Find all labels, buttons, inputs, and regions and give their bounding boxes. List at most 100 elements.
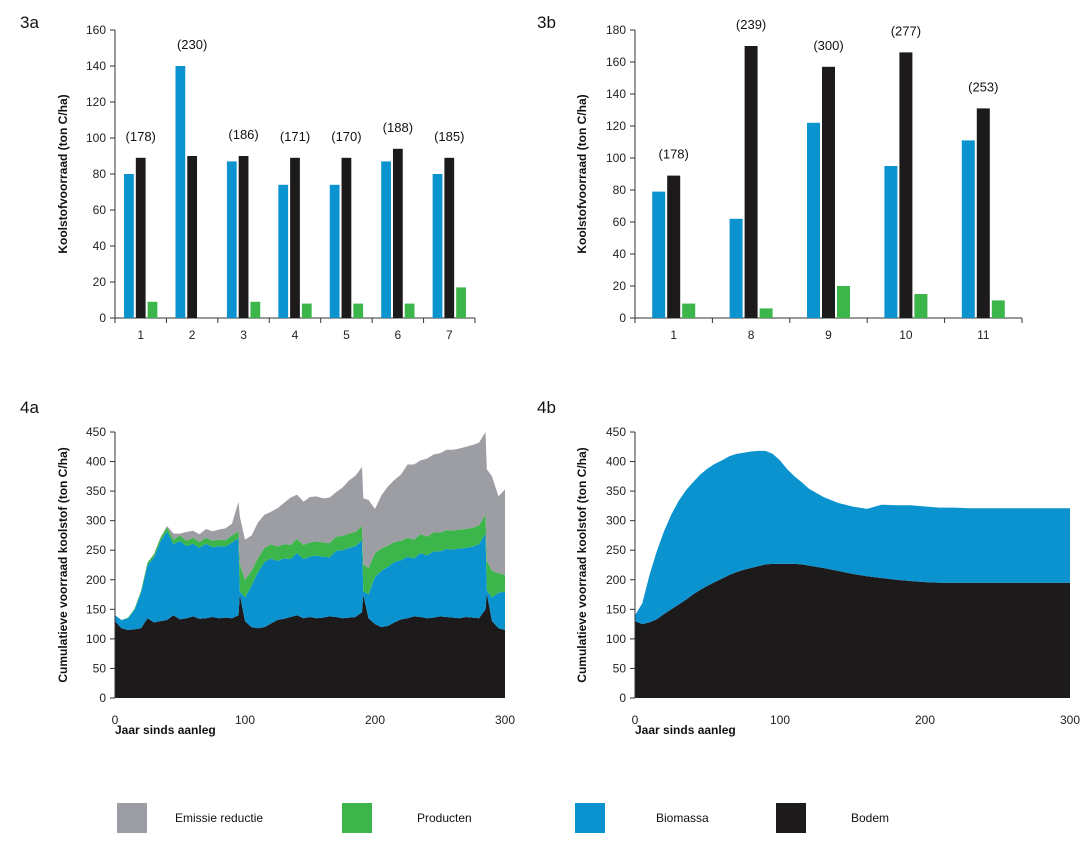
y-tick-label: 0 [99, 691, 106, 705]
total-label: (170) [331, 129, 361, 144]
bar-producten [353, 303, 364, 318]
panel-label: 3b [537, 13, 556, 32]
bar-biomassa [807, 122, 820, 318]
y-tick-label: 20 [613, 279, 627, 293]
y-tick-label: 60 [93, 203, 107, 217]
total-label: (185) [434, 129, 464, 144]
x-tick-label: 200 [365, 713, 385, 727]
x-tick-label: 300 [1060, 713, 1080, 727]
bar-biomassa [278, 184, 289, 318]
y-tick-label: 250 [86, 543, 106, 557]
y-tick-label: 120 [606, 119, 626, 133]
y-tick-label: 200 [86, 573, 106, 587]
legend-label: Bodem [851, 811, 889, 825]
y-tick-label: 160 [86, 23, 106, 37]
y-tick-label: 0 [619, 691, 626, 705]
x-tick-label: 3 [240, 328, 247, 342]
total-label: (188) [383, 120, 413, 135]
y-tick-label: 140 [86, 59, 106, 73]
x-tick-label: 0 [632, 713, 639, 727]
bar-producten [301, 303, 312, 318]
chart-3b: 0 20 40 60 80 100 120 140 160 180 Koolstofvoorraad… [537, 13, 1023, 342]
panel-label: 4a [20, 398, 39, 417]
area-emissie-reductie [115, 432, 505, 620]
bar-producten [991, 300, 1005, 318]
y-tick-label: 400 [86, 455, 106, 469]
y-axis-title: Cumulatieve voorraad koolstof (ton C/ha) [56, 447, 70, 682]
total-label: (178) [126, 129, 156, 144]
y-tick-label: 100 [86, 131, 106, 145]
y-tick-label: 300 [86, 514, 106, 528]
y-tick-label: 100 [86, 632, 106, 646]
y-tick-label: 200 [606, 573, 626, 587]
panel-label: 4b [537, 398, 556, 417]
x-tick-label: 6 [395, 328, 402, 342]
bar-biomassa [884, 166, 898, 318]
x-tick-label: 4 [292, 328, 299, 342]
bar-bodem [290, 157, 300, 318]
y-tick-label: 80 [93, 167, 107, 181]
y-tick-label: 250 [606, 543, 626, 557]
bar-biomassa [124, 174, 134, 318]
x-tick-label: 11 [977, 328, 990, 342]
x-axis-title: Jaar sinds aanleg [635, 723, 736, 737]
legend-swatch-biomassa [575, 803, 605, 833]
x-tick-label: 200 [915, 713, 935, 727]
y-tick-label: 50 [613, 661, 627, 675]
y-tick-label: 80 [613, 183, 627, 197]
bar-bodem [187, 156, 198, 318]
x-tick-label: 300 [495, 713, 515, 727]
bar-bodem [822, 66, 835, 318]
y-tick-label: 60 [613, 215, 627, 229]
y-tick-label: 20 [93, 275, 107, 289]
total-label: (230) [177, 37, 207, 52]
x-tick-label: 5 [343, 328, 350, 342]
total-label: (253) [968, 79, 998, 94]
x-tick-label: 8 [748, 328, 755, 342]
legend-swatch-bodem [776, 803, 806, 833]
bar-producten [759, 308, 773, 318]
area-producten [115, 514, 505, 620]
area-bodem [115, 593, 505, 698]
legend-label: Producten [417, 811, 472, 825]
legend-label: Biomassa [656, 811, 709, 825]
bar-biomassa [226, 161, 237, 318]
y-tick-label: 0 [99, 311, 106, 325]
bar-producten [456, 287, 466, 318]
total-label: (186) [228, 127, 258, 142]
x-tick-label: 7 [446, 328, 453, 342]
bar-biomassa [329, 184, 340, 318]
x-tick-label: 1 [137, 328, 144, 342]
area-bodem [635, 563, 1070, 698]
bar-producten [147, 301, 158, 318]
bar-bodem [976, 108, 990, 319]
bar-bodem [238, 156, 249, 318]
y-tick-label: 50 [93, 661, 107, 675]
y-tick-label: 450 [606, 425, 626, 439]
y-axis-title: Cumulatieve voorraad koolstof (ton C/ha) [575, 447, 589, 682]
bar-biomassa [961, 140, 975, 318]
bar-producten [250, 301, 261, 318]
y-tick-label: 400 [606, 455, 626, 469]
bar-producten [914, 294, 928, 318]
bar-bodem [341, 157, 352, 318]
total-label: (300) [813, 38, 843, 53]
y-axis-title: Koolstofvoorraad (ton C/ha) [575, 94, 589, 253]
x-tick-label: 2 [189, 328, 196, 342]
x-tick-label: 0 [112, 713, 119, 727]
bar-bodem [444, 157, 455, 318]
y-axis-title: Koolstofvoorraad (ton C/ha) [56, 94, 70, 253]
bar-bodem [744, 46, 758, 318]
x-tick-label: 100 [235, 713, 255, 727]
bar-biomassa [175, 66, 186, 318]
x-tick-label: 10 [899, 328, 913, 342]
x-tick-label: 100 [770, 713, 790, 727]
x-tick-label: 1 [670, 328, 677, 342]
y-tick-label: 350 [86, 484, 106, 498]
x-axis-title: Jaar sinds aanleg [115, 723, 216, 737]
bar-bodem [667, 175, 681, 318]
y-tick-label: 0 [619, 311, 626, 325]
total-label: (171) [280, 129, 310, 144]
panel-label: 3a [20, 13, 39, 32]
